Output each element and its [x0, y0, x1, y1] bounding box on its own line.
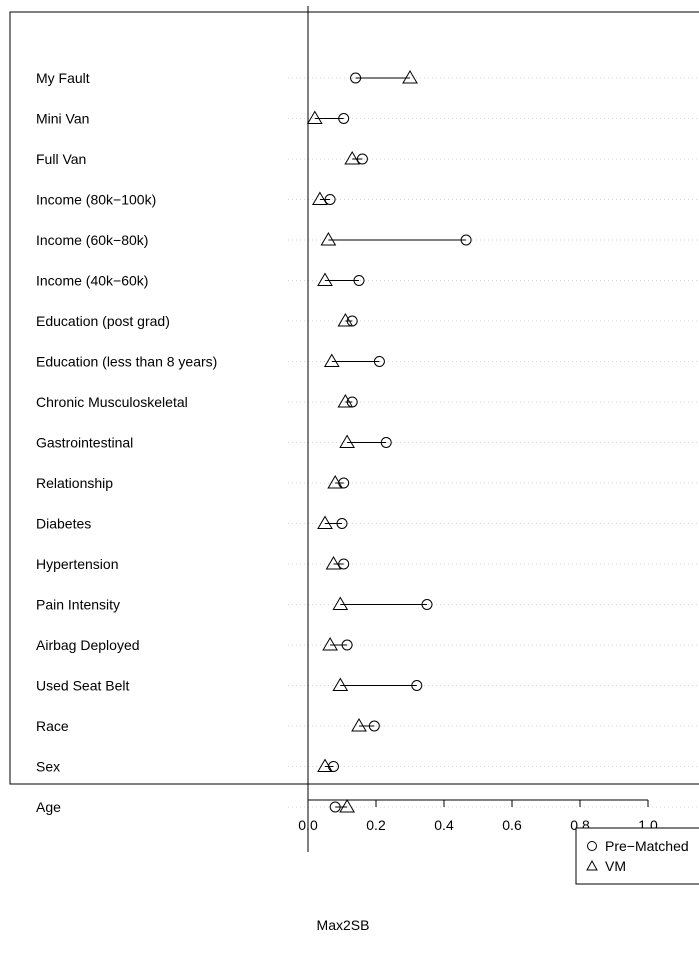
row-label: Gastrointestinal	[36, 435, 133, 451]
row-label: Airbag Deployed	[36, 637, 140, 653]
x-tick-label: 0.4	[434, 817, 454, 833]
vm-point	[317, 758, 333, 772]
vm-point	[320, 232, 337, 246]
pre-matched-point	[341, 639, 353, 651]
row-label: Relationship	[36, 475, 113, 491]
vm-point	[351, 718, 367, 732]
row-label: Age	[36, 799, 61, 815]
vm-point	[312, 191, 328, 205]
row-label: Full Van	[36, 151, 86, 167]
vm-point	[317, 515, 333, 529]
vm-point	[402, 70, 418, 84]
row-label: Chronic Musculoskeletal	[36, 394, 188, 410]
row-label: My Fault	[36, 70, 90, 86]
legend-circle-icon	[587, 841, 597, 851]
pre-matched-point	[328, 761, 339, 772]
vm-point	[339, 434, 355, 448]
row-labels: My Fault Mini Van Full Van Income (80k−100k…	[36, 70, 217, 815]
pre-matched-point	[336, 518, 348, 529]
vm-point	[344, 151, 361, 165]
pre-matched-point	[353, 275, 365, 286]
pre-matched-point	[368, 720, 380, 732]
pre-matched-point	[421, 599, 433, 610]
vm-point	[337, 394, 354, 408]
point-markers	[306, 70, 472, 813]
vm-point	[332, 677, 349, 691]
row-label: Mini Van	[36, 111, 89, 127]
vm-point	[339, 799, 355, 813]
pre-matched-point	[380, 437, 392, 448]
vm-point	[322, 637, 338, 651]
legend-triangle-icon	[586, 859, 598, 871]
connector-segments	[314, 77, 467, 808]
pre-matched-point	[350, 72, 362, 84]
row-label: Income (60k−80k)	[36, 232, 148, 248]
pre-matched-point	[329, 801, 341, 813]
row-label: Education (less than 8 years)	[36, 354, 217, 370]
pre-matched-point	[460, 234, 472, 246]
legend: Pre−Matched VM	[575, 827, 699, 885]
row-label: Used Seat Belt	[36, 678, 129, 694]
pre-matched-point	[338, 558, 350, 570]
pre-matched-point	[338, 113, 350, 124]
pre-matched-point	[356, 153, 368, 165]
vm-point	[327, 475, 344, 489]
row-label: Income (40k−60k)	[36, 273, 148, 289]
legend-label-vm: VM	[605, 858, 626, 874]
legend-box	[575, 827, 699, 885]
pre-matched-point	[338, 477, 350, 489]
vm-point	[323, 353, 340, 367]
row-label: Diabetes	[36, 516, 91, 532]
x-tick-label: 0.6	[502, 817, 522, 833]
plot-frame	[9, 11, 699, 785]
row-label: Income (80k−100k)	[36, 192, 156, 208]
vm-point	[325, 556, 342, 570]
vm-point	[332, 596, 349, 610]
row-label: Sex	[36, 759, 60, 775]
pre-matched-point	[411, 680, 423, 691]
row-label: Hypertension	[36, 556, 119, 572]
row-label: Education (post grad)	[36, 313, 170, 329]
vm-point	[306, 110, 323, 124]
pre-matched-point	[373, 356, 385, 367]
pre-matched-point	[324, 194, 336, 205]
legend-label-pre-matched: Pre−Matched	[605, 838, 689, 854]
vm-point	[317, 272, 333, 286]
vm-point	[337, 313, 354, 327]
x-tick-label: 0.0	[298, 817, 318, 833]
x-tick-label: 0.2	[366, 817, 386, 833]
row-label: Pain Intensity	[36, 597, 120, 613]
x-axis-label: Max2SB	[317, 917, 370, 933]
row-label: Race	[36, 718, 69, 734]
